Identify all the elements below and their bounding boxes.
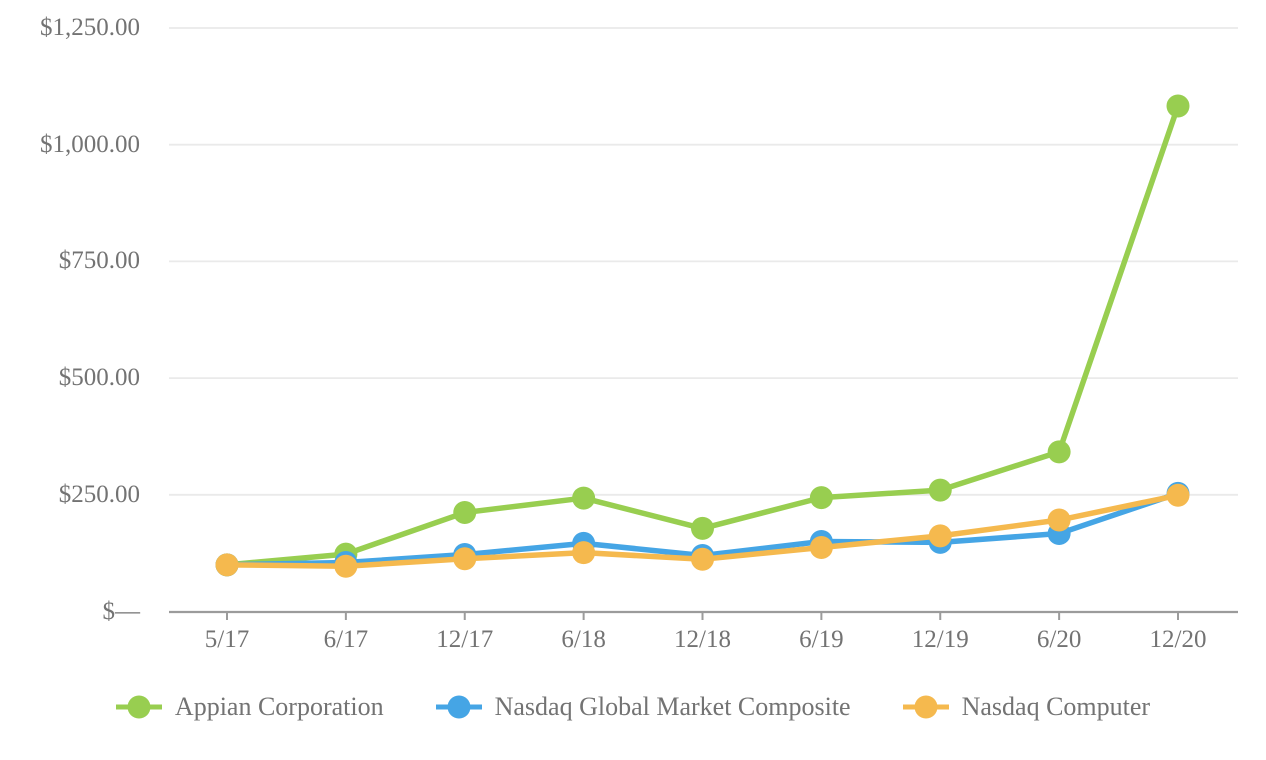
data-point-appian-corporation: [572, 486, 596, 510]
data-point-nasdaq-computer: [215, 553, 239, 577]
legend-marker-icon: [435, 695, 482, 719]
chart-legend: Appian Corporation Nasdaq Global Market C…: [0, 692, 1266, 722]
data-point-nasdaq-computer: [809, 536, 833, 560]
legend-item-appian-corporation: Appian Corporation: [115, 692, 384, 722]
data-point-appian-corporation: [1047, 440, 1071, 464]
data-point-appian-corporation: [1166, 94, 1190, 118]
legend-label: Appian Corporation: [174, 692, 384, 721]
data-point-nasdaq-computer: [1047, 508, 1071, 532]
legend-marker-icon: [115, 695, 162, 719]
legend-label: Nasdaq Global Market Composite: [494, 692, 851, 721]
data-point-nasdaq-computer: [453, 547, 477, 571]
legend-marker-icon: [902, 695, 949, 719]
legend-item-nasdaq-global-market-composite: Nasdaq Global Market Composite: [435, 692, 851, 722]
legend-label: Nasdaq Computer: [961, 692, 1151, 721]
data-point-appian-corporation: [691, 516, 714, 540]
data-point-appian-corporation: [928, 478, 952, 502]
data-point-nasdaq-computer: [572, 541, 596, 565]
data-point-nasdaq-computer: [334, 554, 358, 578]
data-point-nasdaq-computer: [691, 547, 714, 571]
data-point-appian-corporation: [809, 486, 833, 510]
series-line-appian-corporation: [224, 103, 1181, 568]
data-point-appian-corporation: [453, 501, 477, 525]
data-point-nasdaq-computer: [928, 524, 952, 548]
data-point-nasdaq-computer: [1166, 483, 1190, 507]
legend-item-nasdaq-computer: Nasdaq Computer: [902, 692, 1151, 722]
